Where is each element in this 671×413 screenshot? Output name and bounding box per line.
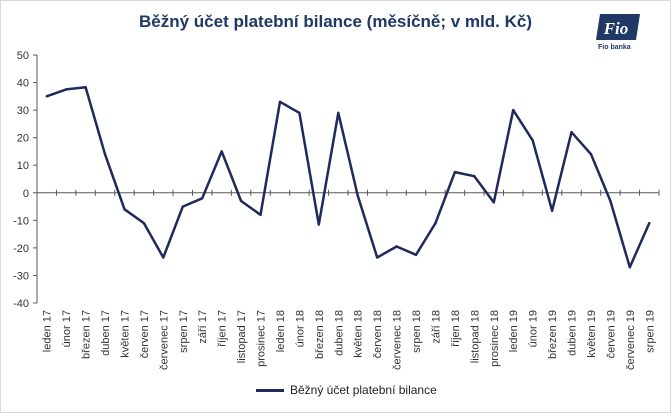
legend: Běžný účet platební bilance [256,383,437,397]
x-tick-label: březen 19 [547,310,559,359]
y-tick-label: -10 [13,215,29,227]
x-tick-label: únor 17 [61,310,73,347]
data-point [531,139,534,142]
data-point [220,150,223,153]
x-tick-label: červenec 18 [392,310,404,370]
data-point [434,221,437,225]
svg-text:Fio: Fio [603,19,629,38]
data-point [103,153,107,156]
series-line [46,85,651,269]
data-point [648,221,651,225]
data-point [181,205,184,208]
data-point [162,256,165,259]
x-tick-label: březen 17 [81,310,93,359]
y-tick-label: 0 [23,188,29,200]
x-tick-label: říjen 17 [217,310,229,347]
x-tick-label: duben 19 [567,310,579,356]
x-tick-label: leden 19 [508,310,520,352]
x-tick-label: září 18 [430,310,442,344]
x-tick-label: srpen 18 [411,310,423,353]
data-point [356,194,359,197]
data-point [512,108,515,112]
x-tick-label: listopad 17 [236,310,248,363]
data-point [65,88,68,91]
x-tick-label: srpen 17 [178,310,190,353]
x-tick-label: červen 18 [372,310,384,358]
x-tick-label: červen 19 [605,310,617,358]
data-point [84,86,87,89]
data-point [142,221,146,225]
data-point [570,131,573,134]
x-tick-label: květen 19 [586,310,598,358]
legend-label: Běžný účet platební bilance [290,383,437,397]
data-point [395,245,398,248]
data-point [376,256,379,259]
x-tick-label: únor 18 [294,310,306,347]
x-tick-label: únor 19 [528,310,540,347]
x-tick-label: červenec 17 [158,310,170,370]
y-tick-label: 50 [17,50,29,62]
data-point [201,197,204,200]
fio-logo-icon: Fio [596,14,640,40]
y-tick-label: -40 [13,298,29,310]
data-point [589,153,593,156]
y-tick-label: -20 [13,243,29,255]
x-tick-label: prosinec 18 [489,310,501,367]
y-tick-label: 40 [17,78,29,90]
x-tick-label: březen 18 [314,310,326,359]
x-tick-label: prosinec 17 [256,310,268,367]
data-point [473,175,476,178]
data-point [259,213,262,216]
x-tick-label: červen 17 [139,310,151,358]
x-tick-label: listopad 18 [469,310,481,363]
y-tick-label: 30 [17,105,29,117]
x-tick-label: květen 18 [353,310,365,358]
data-point [317,223,320,226]
data-point [278,100,282,104]
logo-caption: Fio banka [598,44,631,51]
x-tick-label: květen 17 [119,310,131,358]
x-tick-label: září 17 [197,310,209,344]
x-tick-label: duben 18 [333,310,345,356]
x-tick-label: červenec 19 [625,310,637,370]
data-point [414,253,418,256]
x-tick-label: říjen 18 [450,310,462,347]
data-point [45,95,48,98]
data-point [628,266,631,269]
data-point [239,199,243,203]
x-tick-label: leden 18 [275,310,287,352]
data-point [337,111,340,115]
x-tick-label: srpen 19 [644,310,656,353]
data-point [123,208,126,211]
y-tick-label: -30 [13,270,29,282]
data-point [609,199,612,203]
chart-title: Běžný účet platební bilance (měsíčně; v … [139,12,532,31]
y-tick-label: 10 [17,160,29,172]
legend-line-swatch [256,388,284,392]
y-tick-label: 20 [17,133,29,145]
data-point [298,111,301,115]
data-point [453,170,457,174]
data-point [492,201,495,204]
x-tick-label: leden 17 [42,310,54,352]
data-point [550,209,554,212]
x-tick-label: duben 17 [100,310,112,356]
